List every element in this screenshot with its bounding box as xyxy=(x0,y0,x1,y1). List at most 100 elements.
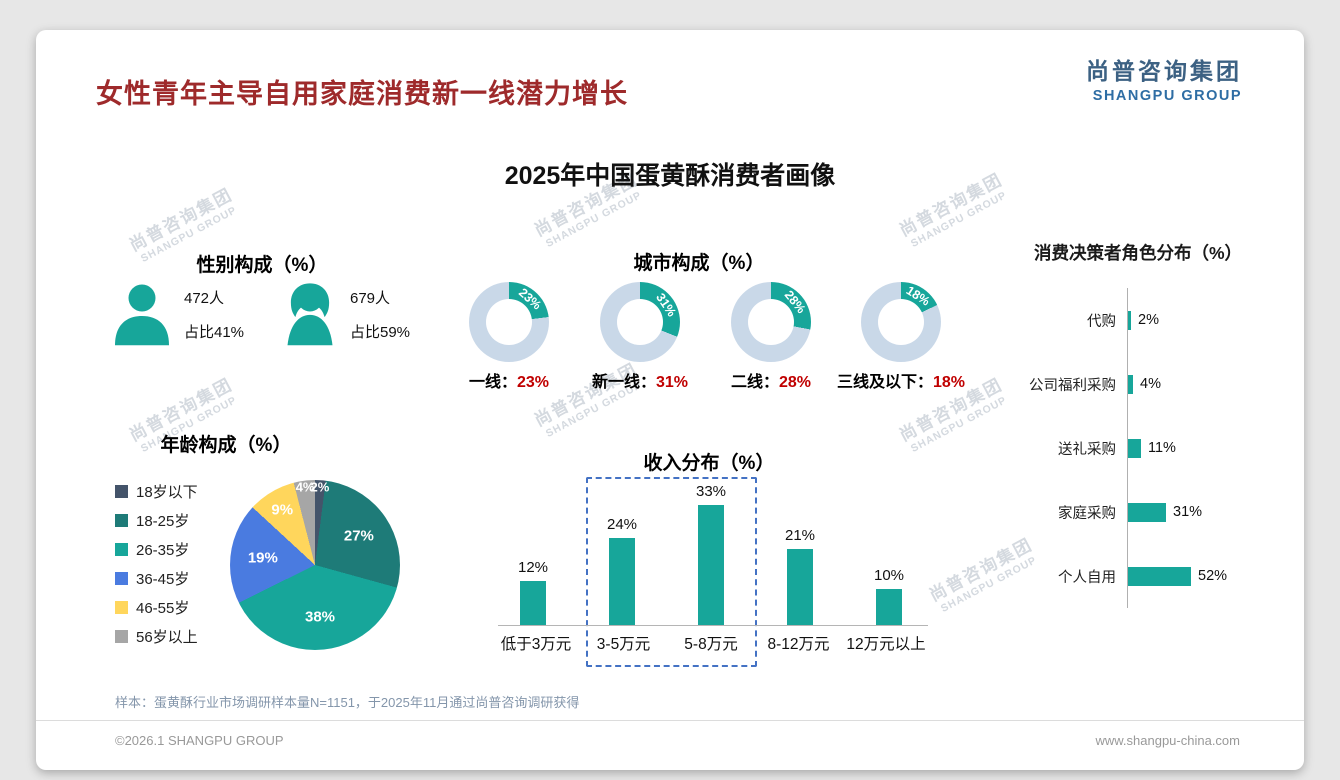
income-category-label: 3-5万元 xyxy=(596,636,651,653)
slide-content: 女性青年主导自用家庭消费新一线潜力增长 尚普咨询集团 SHANGPU GROUP… xyxy=(36,30,1304,770)
donut-caption-value: 28% xyxy=(778,374,812,391)
donut-caption-label: 三线及以下： xyxy=(836,374,933,391)
role-bar xyxy=(1128,374,1133,394)
income-column: 24% xyxy=(582,516,662,625)
role-label: 个人自用 xyxy=(1058,569,1116,586)
donut-chart-tier2: 28% xyxy=(731,282,811,362)
role-value-label: 31% xyxy=(1173,504,1203,520)
pie-slice-label: 19% xyxy=(247,549,278,566)
income-bar xyxy=(520,581,546,625)
donut-pct-label: 31% xyxy=(652,290,679,319)
role-bar-area: 31% xyxy=(1127,480,1202,544)
city-section-title: 城市构成（%） xyxy=(633,253,765,274)
income-column: 12% xyxy=(493,559,573,625)
female-stats: 679人 占比59% xyxy=(350,287,410,342)
role-bar-area: 11% xyxy=(1127,416,1176,480)
income-bar xyxy=(787,549,813,625)
role-value-label: 11% xyxy=(1148,440,1176,456)
legend-label: 56岁以上 xyxy=(136,629,198,646)
legend-item: 46-55岁 xyxy=(115,593,198,622)
legend-item: 56岁以上 xyxy=(115,622,198,651)
income-value-label: 33% xyxy=(695,483,727,500)
legend-swatch xyxy=(115,543,128,556)
income-axis-line xyxy=(498,625,928,626)
income-bar xyxy=(609,538,635,625)
donut-chart-tier1: 23% xyxy=(469,282,549,362)
income-value-label: 24% xyxy=(606,516,638,533)
donut-chart-tier3-below: 18% xyxy=(861,282,941,362)
role-value-label: 4% xyxy=(1140,376,1161,392)
legend-label: 36-45岁 xyxy=(136,571,190,588)
income-bar-chart: 12% 24% 33% 21% 10% xyxy=(493,475,929,625)
legend-swatch xyxy=(115,601,128,614)
pie-slice-label: 38% xyxy=(304,608,336,626)
role-label: 送礼采购 xyxy=(1058,441,1116,458)
role-bar xyxy=(1128,502,1166,522)
company-logo: 尚普咨询集团 SHANGPU GROUP xyxy=(1086,52,1242,104)
donut-tier1: 23% 一线：23% xyxy=(469,282,549,412)
legend-item: 18岁以下 xyxy=(115,477,198,506)
legend-label: 46-55岁 xyxy=(136,600,190,617)
income-category-row: 低于3万元 3-5万元 5-8万元 8-12万元 12万元以上 xyxy=(493,632,929,654)
pie-slice-label: 9% xyxy=(271,501,294,519)
income-category-label: 5-8万元 xyxy=(684,636,738,653)
donut-caption-label: 新一线： xyxy=(591,374,656,391)
legend-item: 36-45岁 xyxy=(115,564,198,593)
sample-footnote: 样本：蛋黄酥行业市场调研样本量N=1151，于2025年11月通过尚普咨询调研获… xyxy=(115,695,580,710)
age-pie-chart: 2% 27% 38% 19% 9% 4% xyxy=(230,479,400,650)
legend-swatch xyxy=(115,514,128,527)
role-value-label: 52% xyxy=(1198,568,1228,584)
role-label: 公司福利采购 xyxy=(1029,377,1116,394)
chart-main-title: 2025年中国蛋黄酥消费者画像 xyxy=(504,162,836,190)
income-bar xyxy=(698,505,724,625)
legend-swatch xyxy=(115,572,128,585)
male-share: 占比41% xyxy=(184,324,245,341)
donut-pct-label: 28% xyxy=(781,288,809,317)
donut-tier3-below: 18% 三线及以下：18% xyxy=(837,282,965,412)
age-section-title: 年龄构成（%） xyxy=(160,435,292,456)
donut-pct-label: 18% xyxy=(903,283,932,309)
roles-section-title: 消费决策者角色分布（%） xyxy=(1033,243,1243,263)
donut-pct-label: 23% xyxy=(515,285,544,313)
donut-caption-value: 23% xyxy=(516,374,550,391)
role-bar-area: 4% xyxy=(1127,352,1161,416)
income-highlight-box xyxy=(586,477,757,667)
income-category-label: 12万元以上 xyxy=(846,636,926,653)
donut-caption-label: 一线： xyxy=(468,374,517,391)
income-column: 21% xyxy=(760,527,840,625)
income-category-label: 8-12万元 xyxy=(767,636,830,653)
male-icon xyxy=(106,280,178,352)
footer-divider xyxy=(36,720,1304,721)
legend-label: 26-35岁 xyxy=(136,542,190,559)
donut-caption: 新一线：31% xyxy=(592,368,688,392)
income-bar xyxy=(876,589,902,625)
donut-caption-value: 31% xyxy=(655,374,689,391)
roles-bar-chart: 代购 2% 公司福利采购 4% 送礼采购 11% 家庭采购 31% 个人自用 5… xyxy=(980,288,1227,608)
logo-chinese-text: 尚普咨询集团 xyxy=(1086,58,1242,84)
donut-caption: 三线及以下：18% xyxy=(837,368,965,392)
male-stats: 472人 占比41% xyxy=(184,287,244,342)
role-value-label: 2% xyxy=(1138,312,1159,328)
legend-label: 18-25岁 xyxy=(136,513,190,530)
role-bar xyxy=(1128,566,1191,586)
income-column: 10% xyxy=(849,567,929,625)
donut-caption-label: 二线： xyxy=(730,374,779,391)
slide: 女性青年主导自用家庭消费新一线潜力增长 尚普咨询集团 SHANGPU GROUP… xyxy=(36,30,1304,770)
footer-copyright: ©2026.1 SHANGPU GROUP xyxy=(115,733,284,748)
role-row: 家庭采购 31% xyxy=(980,480,1227,544)
income-category-label: 低于3万元 xyxy=(500,636,572,653)
income-value-label: 21% xyxy=(784,527,816,544)
role-label: 家庭采购 xyxy=(1058,505,1116,522)
income-section-title: 收入分布（%） xyxy=(643,453,775,474)
role-label: 代购 xyxy=(1087,313,1116,330)
male-count: 472人 xyxy=(184,290,225,307)
income-column: 33% xyxy=(671,483,751,625)
income-value-label: 12% xyxy=(517,559,549,576)
legend-item: 18-25岁 xyxy=(115,506,198,535)
role-row: 公司福利采购 4% xyxy=(980,352,1227,416)
role-bar xyxy=(1128,310,1131,330)
female-share: 占比59% xyxy=(350,324,411,341)
female-count: 679人 xyxy=(350,290,391,307)
role-bar-area: 2% xyxy=(1127,288,1159,352)
pie-slice-label: 27% xyxy=(343,527,374,545)
